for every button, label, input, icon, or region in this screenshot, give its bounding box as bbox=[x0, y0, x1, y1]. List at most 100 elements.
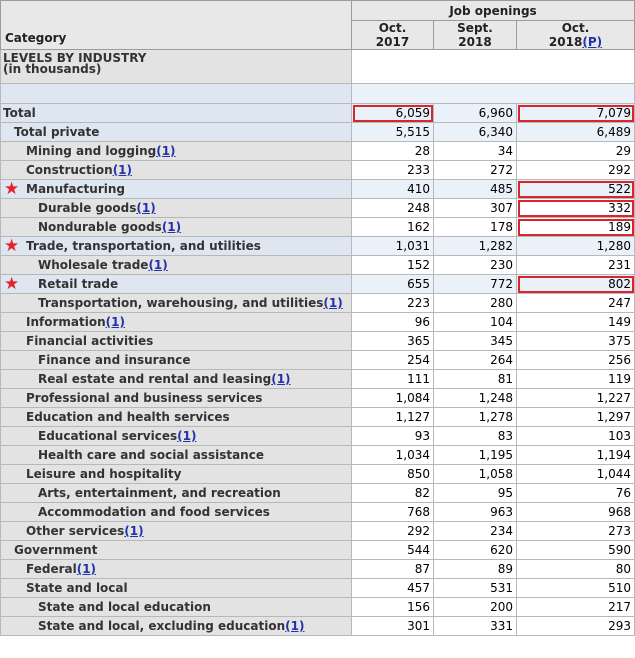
value-cell: 217 bbox=[515, 597, 635, 617]
value-cell: 510 bbox=[515, 578, 635, 598]
row-label: Government bbox=[0, 540, 352, 560]
value-cell: 544 bbox=[351, 540, 434, 560]
section-subtitle: (in thousands) bbox=[3, 62, 102, 76]
column-month: Oct. bbox=[561, 21, 590, 35]
row-label: Arts, entertainment, and recreation bbox=[0, 483, 352, 503]
value-cell: 1,058 bbox=[433, 464, 517, 484]
footnote-link[interactable]: (1) bbox=[156, 144, 176, 158]
row-label-text: Manufacturing bbox=[26, 182, 125, 196]
value-cell: 522 bbox=[515, 179, 635, 199]
row-label: Financial activities bbox=[0, 331, 352, 351]
table-row: Arts, entertainment, and recreation 82 95 7… bbox=[0, 483, 635, 503]
row-label: Professional and business services bbox=[0, 388, 352, 408]
column-header-oct-2018: Oct. 2018(P) bbox=[515, 20, 635, 50]
value-cell: 119 bbox=[515, 369, 635, 389]
value-cell: 1,248 bbox=[433, 388, 517, 408]
header-columns-row: Oct. 2017 Sept. 2018 Oct. 2018(P) bbox=[1, 20, 635, 50]
value-cell: 231 bbox=[515, 255, 635, 275]
table-row: Professional and business services 1,084 1… bbox=[0, 388, 635, 408]
spacer-row bbox=[0, 83, 635, 104]
spacer-cell bbox=[0, 83, 352, 104]
value-cell: 292 bbox=[351, 521, 434, 541]
value-cell: 457 bbox=[351, 578, 434, 598]
value-cell: 76 bbox=[515, 483, 635, 503]
value-cell: 29 bbox=[515, 141, 635, 161]
value-cell: 307 bbox=[433, 198, 517, 218]
row-label-text: Federal bbox=[26, 562, 77, 576]
star-icon: ★ bbox=[4, 236, 20, 256]
value-cell: 293 bbox=[515, 616, 635, 636]
row-label: State and local education bbox=[0, 597, 352, 617]
section-empty-cell bbox=[350, 49, 635, 84]
value-cell: 620 bbox=[433, 540, 517, 560]
footnote-link[interactable]: (1) bbox=[323, 296, 343, 310]
value-cell: 89 bbox=[433, 559, 517, 579]
value-cell: 375 bbox=[515, 331, 635, 351]
row-label: Wholesale trade(1) bbox=[0, 255, 352, 275]
value-cell: 95 bbox=[433, 483, 517, 503]
table-row: Government 544 620 590 bbox=[0, 540, 635, 560]
value-cell: 301 bbox=[351, 616, 434, 636]
footnote-link[interactable]: (1) bbox=[148, 258, 168, 272]
column-year: 2018 bbox=[458, 35, 492, 49]
row-label-text: Educational services bbox=[38, 429, 178, 443]
value-cell: 264 bbox=[433, 350, 517, 370]
table-row: Health care and social assistance 1,034 1,… bbox=[0, 445, 635, 465]
value-cell: 189 bbox=[515, 217, 635, 237]
footnote-link[interactable]: (1) bbox=[161, 220, 182, 234]
table-row: ★ Manufacturing 410 485 522 bbox=[0, 179, 635, 199]
value-cell: 104 bbox=[433, 312, 517, 332]
row-label-text: Other services bbox=[26, 524, 125, 538]
table-row: Wholesale trade(1) 152 230 231 bbox=[0, 255, 635, 275]
table-row: Accommodation and food services 768 963 968 bbox=[0, 502, 635, 522]
value-cell: 273 bbox=[515, 521, 635, 541]
table-row: Information(1) 96 104 149 bbox=[0, 312, 635, 332]
value-cell: 1,044 bbox=[515, 464, 635, 484]
row-label: Total private bbox=[0, 122, 352, 142]
star-icon: ★ bbox=[4, 274, 20, 294]
footnote-link[interactable]: (1) bbox=[124, 524, 144, 538]
footnote-link[interactable]: (1) bbox=[76, 562, 97, 576]
row-label-text: Finance and insurance bbox=[38, 353, 191, 367]
footnote-link[interactable]: (1) bbox=[271, 372, 291, 386]
value-cell: 332 bbox=[515, 198, 635, 218]
value-cell: 1,297 bbox=[515, 407, 635, 427]
value-cell: 223 bbox=[351, 293, 434, 313]
value-cell: 365 bbox=[351, 331, 434, 351]
table-row: Other services(1) 292 234 273 bbox=[0, 521, 635, 541]
column-month: Oct. bbox=[378, 21, 407, 35]
value-cell: 6,059 bbox=[351, 103, 434, 123]
table-row: Financial activities 365 345 375 bbox=[0, 331, 635, 351]
value-cell: 34 bbox=[433, 141, 517, 161]
value-cell: 149 bbox=[515, 312, 635, 332]
column-month: Sept. bbox=[457, 21, 493, 35]
value-cell: 1,195 bbox=[433, 445, 517, 465]
footnote-link[interactable]: (1) bbox=[105, 315, 125, 329]
job-openings-header: Job openings bbox=[350, 0, 635, 21]
table-row: Educational services(1) 93 83 103 bbox=[0, 426, 635, 446]
table-row: State and local 457 531 510 bbox=[0, 578, 635, 598]
section-title: LEVELS BY INDUSTRY bbox=[3, 51, 147, 65]
footnote-link[interactable]: (1) bbox=[285, 619, 305, 633]
table-row: Real estate and rental and leasing(1) 111… bbox=[0, 369, 635, 389]
value-cell: 247 bbox=[515, 293, 635, 313]
row-label-text: Retail trade bbox=[38, 277, 119, 291]
footnote-link[interactable]: (1) bbox=[136, 201, 156, 215]
table-row: Construction(1) 233 272 292 bbox=[0, 160, 635, 180]
value-cell: 1,031 bbox=[351, 236, 434, 256]
column-year: 2017 bbox=[375, 35, 410, 49]
table-row: Education and health services 1,127 1,278 1… bbox=[0, 407, 635, 427]
job-openings-table: Category Job openings Oct. 2017 Sept. 20… bbox=[0, 0, 635, 636]
value-cell: 590 bbox=[515, 540, 635, 560]
value-cell: 230 bbox=[433, 255, 517, 275]
value-cell: 485 bbox=[433, 179, 517, 199]
row-label-text: Wholesale trade bbox=[38, 258, 149, 272]
row-label: Total bbox=[0, 103, 352, 123]
header-group-row: Category Job openings bbox=[0, 0, 635, 50]
preliminary-link[interactable]: (P) bbox=[582, 35, 603, 49]
row-label: ★ Retail trade bbox=[0, 274, 352, 294]
value-cell: 772 bbox=[433, 274, 517, 294]
footnote-link[interactable]: (1) bbox=[112, 163, 133, 177]
footnote-link[interactable]: (1) bbox=[177, 429, 197, 443]
row-label-text: Education and health services bbox=[26, 410, 230, 424]
